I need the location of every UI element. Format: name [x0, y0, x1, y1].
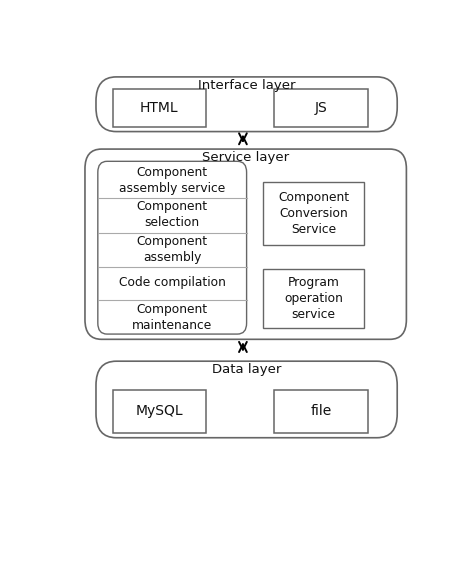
FancyBboxPatch shape: [112, 89, 206, 127]
Text: Program
operation
service: Program operation service: [284, 277, 343, 321]
FancyBboxPatch shape: [274, 89, 368, 127]
FancyBboxPatch shape: [274, 390, 368, 433]
FancyBboxPatch shape: [85, 149, 406, 339]
FancyBboxPatch shape: [112, 390, 206, 433]
Text: Component
maintenance: Component maintenance: [132, 303, 212, 332]
Text: JS: JS: [315, 101, 328, 115]
Text: Component
assembly: Component assembly: [137, 235, 208, 264]
Text: Code compilation: Code compilation: [119, 276, 226, 289]
Text: Component
assembly service: Component assembly service: [119, 166, 225, 195]
FancyBboxPatch shape: [263, 269, 364, 328]
Text: MySQL: MySQL: [136, 404, 183, 419]
Text: Interface layer: Interface layer: [198, 79, 295, 92]
Text: Component
selection: Component selection: [137, 201, 208, 229]
Text: Data layer: Data layer: [212, 364, 281, 377]
Text: HTML: HTML: [140, 101, 179, 115]
FancyBboxPatch shape: [96, 361, 397, 438]
FancyBboxPatch shape: [96, 77, 397, 132]
Text: Component
Conversion
Service: Component Conversion Service: [278, 191, 349, 236]
Text: file: file: [310, 404, 332, 419]
FancyBboxPatch shape: [98, 161, 246, 334]
Text: Service layer: Service layer: [202, 151, 289, 164]
FancyBboxPatch shape: [263, 182, 364, 245]
